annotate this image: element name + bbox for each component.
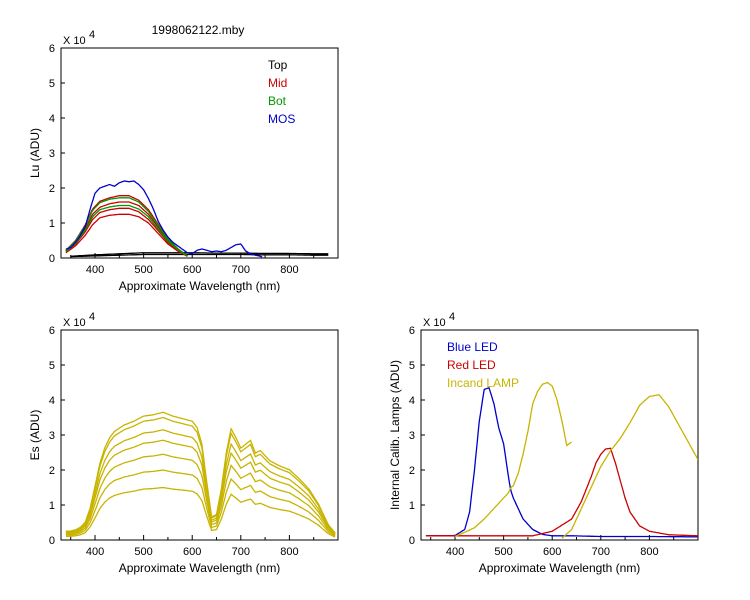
x-tick-label: 700 xyxy=(232,264,250,276)
y-tick-label: 2 xyxy=(409,465,415,477)
x-tick-label: 600 xyxy=(183,264,201,276)
series-line-es-0 xyxy=(65,486,336,538)
series-line-mid-1 xyxy=(65,207,188,257)
series-line-es-5 xyxy=(65,416,336,534)
x-axis-label: Approximate Wavelength (nm) xyxy=(479,561,641,575)
exponent-power: 4 xyxy=(449,311,455,323)
x-tick-label: 500 xyxy=(494,546,512,558)
series-line-top-1 xyxy=(70,253,329,258)
series-line-bot-1 xyxy=(65,197,188,257)
y-tick-label: 0 xyxy=(409,535,415,547)
x-tick-label: 400 xyxy=(446,546,464,558)
y-tick-label: 6 xyxy=(49,325,55,337)
plot-area xyxy=(65,411,336,538)
exponent-base: X 10 xyxy=(63,317,86,329)
y-tick-label: 3 xyxy=(49,430,55,442)
x-tick-label: 800 xyxy=(640,546,658,558)
series-line-incand-lamp-0 xyxy=(454,381,572,538)
series-line-mos-0 xyxy=(65,180,263,258)
y-tick-label: 2 xyxy=(49,465,55,477)
x-tick-label: 700 xyxy=(232,546,250,558)
legend-entry: Blue LED xyxy=(447,340,498,354)
y-tick-label: 1 xyxy=(49,218,55,230)
series-line-es-3 xyxy=(65,439,336,535)
plot-frame xyxy=(60,47,339,259)
series-line-red-led xyxy=(425,447,698,537)
x-tick-label: 800 xyxy=(280,546,298,558)
legend-entry: Top xyxy=(268,58,288,72)
exponent-power: 4 xyxy=(89,311,95,323)
legend-entry: Bot xyxy=(268,94,287,108)
series-line-incand-lamp-1 xyxy=(561,394,698,539)
x-tick-label: 500 xyxy=(134,546,152,558)
series-line-bot-0 xyxy=(65,204,188,257)
series-line-es-4 xyxy=(65,429,336,535)
y-tick-label: 6 xyxy=(409,325,415,337)
x-tick-label: 700 xyxy=(592,546,610,558)
series-line-mid-0 xyxy=(65,213,188,257)
y-tick-label: 3 xyxy=(409,430,415,442)
exponent-power: 4 xyxy=(89,29,95,41)
y-axis-label: Es (ADU) xyxy=(28,410,42,461)
series-line-blue-led xyxy=(425,386,698,538)
series-line-es-2 xyxy=(65,453,336,536)
page-title: 1998062122.mby xyxy=(152,23,245,37)
exponent-base: X 10 xyxy=(63,35,86,47)
y-tick-label: 2 xyxy=(49,183,55,195)
y-tick-label: 1 xyxy=(49,500,55,512)
y-tick-label: 4 xyxy=(49,395,55,407)
x-tick-label: 400 xyxy=(86,264,104,276)
y-tick-label: 4 xyxy=(49,113,55,125)
legend-entry: Incand LAMP xyxy=(447,376,519,390)
x-axis-label: Approximate Wavelength (nm) xyxy=(119,279,281,293)
y-tick-label: 5 xyxy=(49,78,55,90)
exponent-base: X 10 xyxy=(423,317,446,329)
legend-entry: Mid xyxy=(268,76,287,90)
x-tick-label: 600 xyxy=(543,546,561,558)
legend-entry: Red LED xyxy=(447,358,496,372)
plot-area xyxy=(65,180,329,258)
y-axis-label: Lu (ADU) xyxy=(28,128,42,178)
x-tick-label: 500 xyxy=(134,264,152,276)
y-tick-label: 0 xyxy=(49,535,55,547)
y-tick-label: 5 xyxy=(409,360,415,372)
series-line-es-6 xyxy=(65,411,336,534)
x-tick-label: 400 xyxy=(86,546,104,558)
legend-entry: MOS xyxy=(268,112,295,126)
y-tick-label: 6 xyxy=(49,43,55,55)
y-tick-label: 4 xyxy=(409,395,415,407)
plot-area xyxy=(425,381,698,539)
series-line-mid-3 xyxy=(65,195,188,257)
x-tick-label: 600 xyxy=(183,546,201,558)
y-tick-label: 3 xyxy=(49,148,55,160)
x-axis-label: Approximate Wavelength (nm) xyxy=(119,561,281,575)
series-line-top-0 xyxy=(70,252,329,257)
x-tick-label: 800 xyxy=(280,264,298,276)
y-tick-label: 0 xyxy=(49,253,55,265)
y-tick-label: 5 xyxy=(49,360,55,372)
y-axis-label: Internal Calib. Lamps (ADU) xyxy=(388,360,402,510)
y-tick-label: 1 xyxy=(409,500,415,512)
series-line-es-1 xyxy=(65,469,336,537)
